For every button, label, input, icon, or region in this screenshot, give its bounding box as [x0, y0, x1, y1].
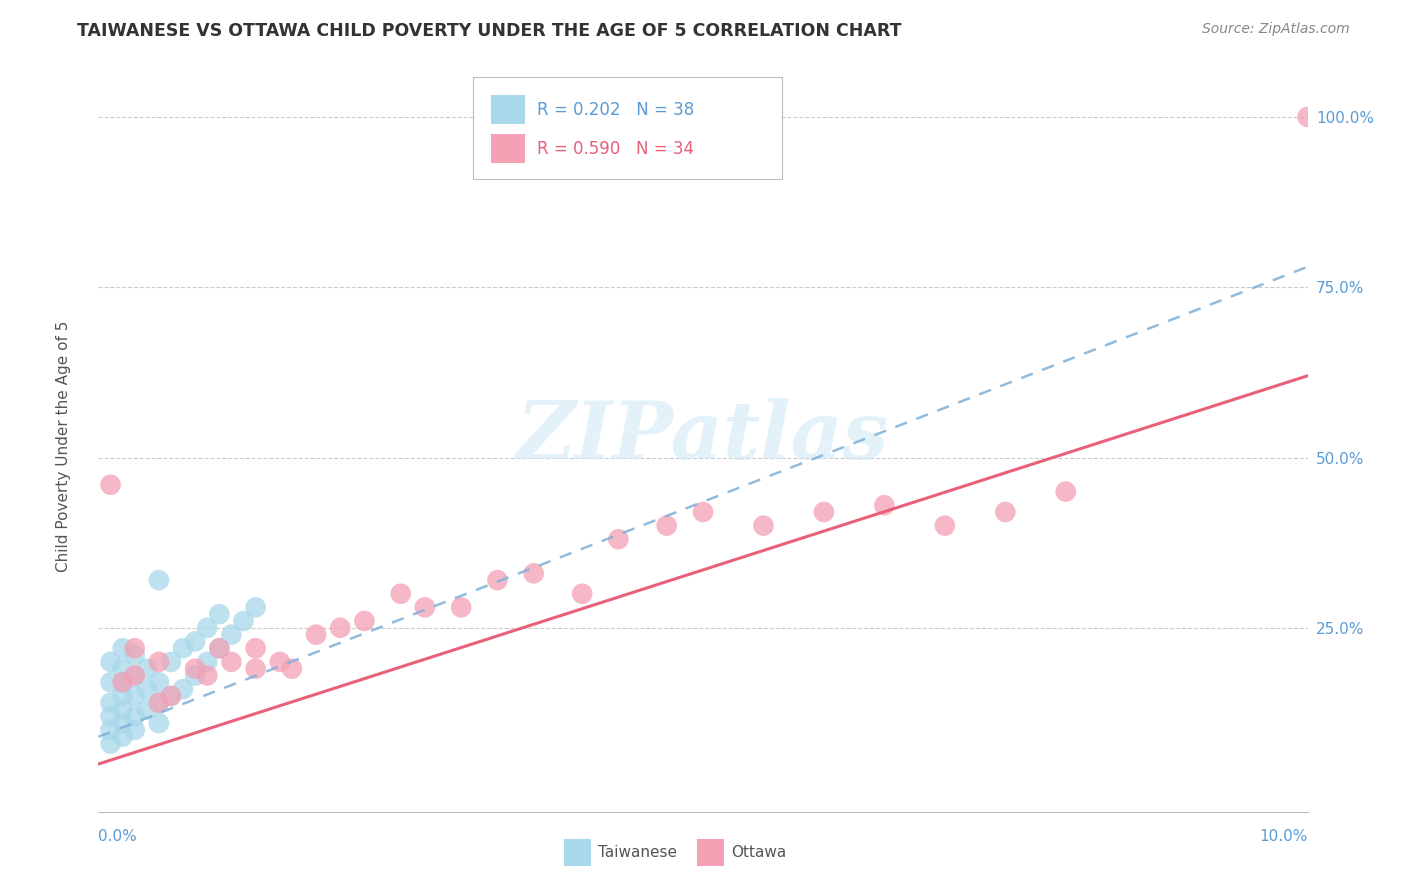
Text: R = 0.202   N = 38: R = 0.202 N = 38: [537, 101, 695, 119]
Point: [305, 627, 328, 641]
Point: [100, 723, 122, 737]
Point: [195, 668, 218, 682]
Text: Ottawa: Ottawa: [731, 846, 786, 861]
Point: [232, 614, 254, 628]
Point: [148, 696, 170, 710]
Point: [160, 655, 183, 669]
Point: [195, 621, 218, 635]
Point: [124, 668, 146, 682]
Point: [450, 600, 472, 615]
Point: [111, 702, 134, 716]
Point: [1296, 110, 1319, 124]
Point: [389, 587, 412, 601]
Point: [184, 668, 207, 682]
Point: [692, 505, 714, 519]
Bar: [697, 839, 724, 866]
Text: Taiwanese: Taiwanese: [598, 846, 676, 861]
FancyBboxPatch shape: [474, 78, 782, 178]
Point: [413, 600, 436, 615]
Point: [124, 641, 146, 656]
Point: [934, 518, 956, 533]
Point: [135, 702, 157, 716]
Point: [124, 689, 146, 703]
Point: [135, 682, 157, 697]
Point: [160, 689, 183, 703]
Point: [148, 675, 170, 690]
Point: [124, 709, 146, 723]
Point: [523, 566, 546, 581]
Point: [221, 627, 243, 641]
Point: [148, 655, 170, 669]
Point: [245, 662, 267, 676]
Point: [184, 634, 207, 648]
Point: [111, 662, 134, 676]
Bar: [492, 135, 526, 163]
Point: [873, 498, 896, 512]
Point: [1054, 484, 1077, 499]
Point: [100, 675, 122, 690]
Text: 10.0%: 10.0%: [1260, 829, 1308, 844]
Point: [124, 668, 146, 682]
Bar: [564, 839, 591, 866]
Text: R = 0.590   N = 34: R = 0.590 N = 34: [537, 140, 695, 158]
Point: [148, 573, 170, 587]
Point: [111, 730, 134, 744]
Point: [172, 682, 194, 697]
Bar: [492, 95, 526, 124]
Point: [100, 737, 122, 751]
Point: [245, 600, 267, 615]
Point: [353, 614, 375, 628]
Point: [245, 641, 267, 656]
Point: [172, 641, 194, 656]
Point: [111, 641, 134, 656]
Point: [208, 607, 231, 622]
Point: [111, 675, 134, 690]
Text: ZIPatlas: ZIPatlas: [517, 399, 889, 475]
Point: [281, 662, 304, 676]
Point: [100, 477, 122, 491]
Point: [111, 716, 134, 731]
Text: Child Poverty Under the Age of 5: Child Poverty Under the Age of 5: [56, 320, 70, 572]
Point: [111, 675, 134, 690]
Point: [486, 573, 509, 587]
Point: [148, 696, 170, 710]
Point: [329, 621, 352, 635]
Point: [655, 518, 678, 533]
Point: [100, 696, 122, 710]
Point: [752, 518, 775, 533]
Point: [813, 505, 835, 519]
Point: [160, 689, 183, 703]
Point: [195, 655, 218, 669]
Point: [124, 648, 146, 662]
Point: [111, 689, 134, 703]
Point: [208, 641, 231, 656]
Point: [208, 641, 231, 656]
Point: [100, 655, 122, 669]
Point: [135, 662, 157, 676]
Point: [994, 505, 1017, 519]
Text: 0.0%: 0.0%: [98, 829, 138, 844]
Point: [148, 716, 170, 731]
Point: [184, 662, 207, 676]
Text: Source: ZipAtlas.com: Source: ZipAtlas.com: [1202, 22, 1350, 37]
Point: [269, 655, 291, 669]
Point: [607, 533, 630, 547]
Point: [100, 709, 122, 723]
Text: TAIWANESE VS OTTAWA CHILD POVERTY UNDER THE AGE OF 5 CORRELATION CHART: TAIWANESE VS OTTAWA CHILD POVERTY UNDER …: [77, 22, 901, 40]
Point: [571, 587, 593, 601]
Point: [221, 655, 243, 669]
Point: [124, 723, 146, 737]
